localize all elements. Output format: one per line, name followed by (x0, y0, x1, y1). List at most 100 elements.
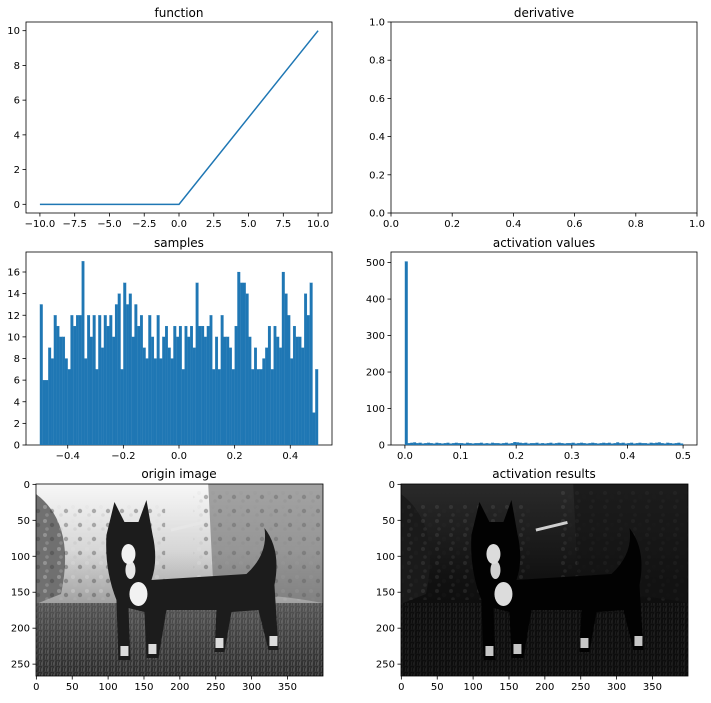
origin-image-title: origin image (141, 467, 216, 481)
activation-values-bar (677, 442, 681, 446)
activation-values-bar (638, 442, 642, 446)
activation-values-bar (407, 443, 411, 446)
activation-values-bar (424, 443, 428, 446)
function-plot-area: −10.0 −7.5 −5.0 −2.5 0.0 2.5 5.0 7.5 10.0 0 2 4 6 8 10 (7, 26, 329, 230)
activation-values-bar (644, 443, 648, 446)
y-tick-label: 200 (376, 624, 395, 635)
samples-bar (70, 315, 74, 446)
x-tick-label: −0.4 (56, 451, 80, 462)
photo-dog-paw (513, 644, 522, 654)
activation-values-bar (593, 443, 597, 446)
activation-values-bar (535, 442, 539, 446)
activation-values-bar (466, 442, 469, 446)
samples-bar (151, 336, 155, 446)
y-tick-label: 200 (11, 624, 30, 635)
activation-results-title: activation results (492, 467, 595, 481)
samples-bar (245, 293, 249, 446)
photo-dog-muzzle (121, 544, 136, 564)
samples-bar (106, 325, 110, 446)
samples-bar (142, 347, 146, 446)
y-tick-label: 2 (14, 165, 20, 176)
y-tick-label: 150 (376, 588, 395, 599)
activation-values-bar (485, 443, 489, 446)
activation-values-bar (627, 443, 631, 446)
x-tick-label: 0.2 (508, 451, 524, 462)
y-tick-label: 10 (7, 26, 20, 37)
activation-values-bar (566, 443, 570, 446)
photo-dog-tongue (490, 561, 501, 579)
activation-values-bar (532, 443, 536, 446)
samples-bar (226, 336, 230, 446)
samples-bar (48, 347, 52, 446)
samples-title: samples (154, 236, 204, 250)
y-tick-label: 8 (14, 354, 20, 365)
y-tick-label: 4 (14, 397, 20, 408)
samples-bar (112, 336, 116, 446)
samples-plot-area: −0.4 −0.2 0.0 0.2 0.4 0 2 4 6 8 10 12 14 16 (7, 261, 319, 462)
samples-bar (64, 358, 68, 446)
samples-bar (181, 369, 185, 446)
samples-bar (75, 315, 79, 446)
activation-values-bar (549, 442, 553, 446)
activation-values-bar (568, 443, 572, 446)
y-tick-label: 250 (376, 660, 395, 671)
samples-bar (84, 358, 88, 446)
x-tick-label: 150 (499, 682, 518, 693)
activation-values-bar (630, 442, 634, 446)
photo-dog-tongue (125, 561, 136, 579)
derivative-axes (390, 21, 698, 214)
y-tick-label: 0 (14, 200, 20, 211)
y-tick-label: 100 (376, 552, 395, 563)
activation-values-title: activation values (493, 236, 595, 250)
samples-bar (228, 347, 232, 446)
samples-bar (262, 358, 266, 446)
x-tick-label: 0.1 (453, 451, 469, 462)
photo-dog (106, 500, 279, 660)
x-tick-label: 0.4 (505, 219, 521, 230)
activation-values-panel: activation values 0.0 0.1 0.2 0.3 0.4 0.5 0 100… (366, 236, 698, 462)
samples-bar (176, 336, 180, 446)
samples-bar (73, 325, 77, 446)
activation-values-bar (624, 443, 628, 446)
activation-values-bar (546, 443, 550, 446)
samples-bar (292, 325, 296, 446)
activation-values-bar (432, 443, 436, 446)
x-tick-label: 0.0 (397, 451, 413, 462)
samples-bar (95, 369, 99, 446)
photo-grass (36, 603, 323, 676)
samples-bar (267, 325, 271, 446)
activation-values-bar (496, 443, 500, 446)
x-tick-label: 300 (242, 682, 261, 693)
samples-bar (209, 315, 213, 446)
activation-values-bar (649, 442, 653, 446)
y-tick-label: 400 (366, 295, 385, 306)
samples-bar (242, 282, 246, 446)
activation-values-bar (557, 442, 561, 446)
activation-values-bar (468, 443, 472, 446)
x-tick-label: 10.0 (307, 219, 329, 230)
activation-values-bar (504, 442, 508, 446)
y-tick-label: 4 (14, 130, 20, 141)
samples-bar (98, 315, 102, 446)
samples-bar (123, 282, 127, 446)
activation-values-bar (421, 443, 425, 446)
y-tick-label: 100 (11, 552, 30, 563)
samples-bar (101, 347, 104, 446)
y-tick-label: 0.6 (369, 94, 385, 105)
x-tick-label: 250 (206, 682, 225, 693)
activation-values-bar (524, 442, 528, 446)
x-tick-label: −2.5 (132, 219, 156, 230)
x-tick-label: 0.8 (628, 219, 644, 230)
activation-values-bar (605, 443, 609, 446)
activation-values-bar (482, 443, 486, 446)
samples-bar (295, 336, 299, 446)
activation-values-bar (563, 443, 567, 446)
x-tick-label: 200 (170, 682, 189, 693)
photo-dog-paw (120, 646, 129, 656)
y-tick-label: 16 (7, 268, 20, 279)
x-tick-label: 150 (134, 682, 153, 693)
activation-values-bar (446, 442, 450, 446)
activation-values-bar (619, 443, 622, 446)
x-tick-label: −0.2 (111, 451, 135, 462)
activation-values-bar (571, 442, 575, 446)
